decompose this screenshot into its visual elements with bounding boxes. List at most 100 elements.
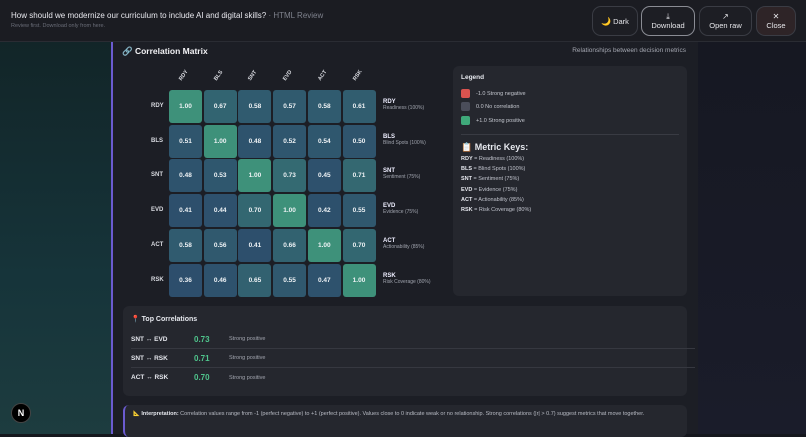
row-code: ACT [383,237,396,244]
heatmap-cell[interactable]: 0.50 [342,124,376,158]
row-description: SNT Sentiment (75%) [383,168,420,180]
value: 0.71 [194,353,210,363]
heatmap-cell[interactable]: 0.58 [307,90,341,123]
pair: SNT ↔ EVD [131,335,168,343]
metric-key: RSK = Risk Coverage (80%) [461,207,531,213]
legend-panel: Legend -1.0 Strong negative 0.0 No corre… [453,66,687,296]
download-icon: ⤓ [666,12,670,21]
desc: Strong positive [229,374,266,381]
key-code: EVD [461,186,473,193]
close-button[interactable]: ✕ Close [756,6,796,36]
value: 0.73 [194,334,210,344]
heatmap-cell[interactable]: 0.55 [342,194,376,228]
swatch-neutral [461,102,470,111]
heatmap-cell[interactable]: 0.45 [307,159,341,193]
download-label: Download [651,21,685,30]
background-right [698,42,806,434]
heatmap-cell[interactable]: 0.36 [169,263,202,297]
download-button[interactable]: ⤓ Download [641,6,695,36]
top-correlations-panel: 📍 Top Correlations SNT ↔ EVD 0.73 Strong p… [123,306,695,396]
heatmap-cell[interactable]: 0.48 [238,124,272,158]
card-title: 🔗 Correlation Matrix [122,46,208,56]
row-description: EVD Evidence (75%) [383,203,418,215]
row-name: Evidence (75%) [383,209,419,216]
row-description: ACT Actionability (85%) [383,238,424,250]
heatmap-cell[interactable]: 1.00 [342,263,376,297]
legend-title: Legend [461,74,485,81]
heatmap-cell[interactable]: 0.53 [203,159,237,193]
header: How should we modernize our curriculum t… [0,0,806,42]
moon-icon: 🌙 [601,16,612,26]
metric-keys-title: 📋 Metric Keys: [461,142,529,152]
top-correlations-title: 📍 Top Correlations [131,316,198,323]
row-label: RDY [151,103,164,109]
heatmap-cell[interactable]: 0.46 [203,263,237,297]
legend-item-negative: -1.0 Strong negative [461,89,526,98]
metric-key: ACT = Actionability (85%) [461,197,524,203]
heatmap-cell[interactable]: 0.51 [169,124,202,158]
column-label: BLS [212,69,224,82]
heatmap-cell[interactable]: 1.00 [273,194,307,228]
header-hint: Review first. Download only from here. [11,23,106,29]
heatmap-cell[interactable]: 0.55 [273,263,307,297]
row-label: BLS [151,137,163,144]
desc: Strong positive [229,355,266,361]
heatmap-cell[interactable]: 0.44 [203,194,237,228]
heatmap-cell[interactable]: 0.47 [307,263,341,297]
heatmap-cell[interactable]: 0.61 [342,90,376,123]
row-label: ACT [151,241,164,248]
correlation-card: 🔗 Correlation Matrix Relationships betwe… [111,42,698,437]
heatmap-cell[interactable]: 0.58 [169,228,202,262]
row-code: RDY [383,99,396,105]
row-label: SNT [151,172,163,179]
heatmap-cell[interactable]: 0.48 [169,159,202,193]
row-label: RSK [151,276,164,283]
swatch-negative [461,89,470,98]
close-label: Close [766,21,786,30]
open-raw-button[interactable]: ↗ Open raw [699,6,752,36]
page-title: How should we modernize our curriculum t… [11,11,324,20]
heatmap-cell[interactable]: 0.52 [273,124,307,158]
heatmap-cell[interactable]: 0.58 [238,90,272,123]
heatmap-cell[interactable]: 1.00 [238,159,272,193]
heatmap-cell[interactable]: 0.42 [307,194,341,228]
heatmap-cell[interactable]: 0.70 [238,194,272,228]
pair: SNT ↔ RSK [131,354,168,362]
row-code: SNT [383,168,395,175]
heatmap-cell[interactable]: 0.56 [203,228,237,262]
key-code: ACT [461,196,473,203]
heatmap-cell[interactable]: 0.65 [238,263,272,297]
heatmap-cell[interactable]: 0.66 [273,228,307,262]
key-text: = Sentiment (75%) [472,176,520,183]
key-text: = Risk Coverage (80%) [472,207,532,213]
row-name: Risk Coverage (80%) [383,278,431,285]
heatmap-cell[interactable]: 0.54 [307,124,341,158]
heatmap-cell[interactable]: 0.41 [238,228,272,262]
row-name: Blind Spots (100%) [383,139,426,146]
column-label: SNT [247,69,259,82]
heatmap-cell[interactable]: 0.67 [203,90,237,123]
metric-key: EVD = Evidence (75%) [461,187,517,193]
heatmap-cell[interactable]: 1.00 [169,90,202,123]
row-name: Sentiment (75%) [383,174,421,181]
legend-item-neutral: 0.0 No correlation [461,102,519,111]
row-code: RSK [383,272,396,279]
heatmap-cell[interactable]: 0.73 [273,159,307,193]
dark-mode-button[interactable]: 🌙 Dark [592,6,638,36]
app-logo[interactable]: N [11,403,31,423]
interpretation-note: 📐 Interpretation: Correlation values ran… [123,405,687,437]
heatmap-cell[interactable]: 0.57 [273,90,307,123]
heatmap-cell[interactable]: 1.00 [203,124,237,158]
heatmap-cell[interactable]: 0.71 [342,159,376,193]
desc: Strong positive [229,336,266,342]
metric-key: SNT = Sentiment (75%) [461,176,519,182]
legend-label: -1.0 Strong negative [476,90,526,97]
interp-label: 📐 Interpretation: [133,411,179,417]
heatmap-cell[interactable]: 1.00 [307,228,341,262]
card-subtitle: Relationships between decision metrics [572,47,686,54]
metric-key: RDY = Readiness (100%) [461,156,524,162]
heatmap-cell[interactable]: 0.41 [169,194,202,228]
heatmap-cell[interactable]: 0.70 [342,228,376,262]
dark-label: Dark [613,16,629,26]
close-icon: ✕ [772,12,780,21]
